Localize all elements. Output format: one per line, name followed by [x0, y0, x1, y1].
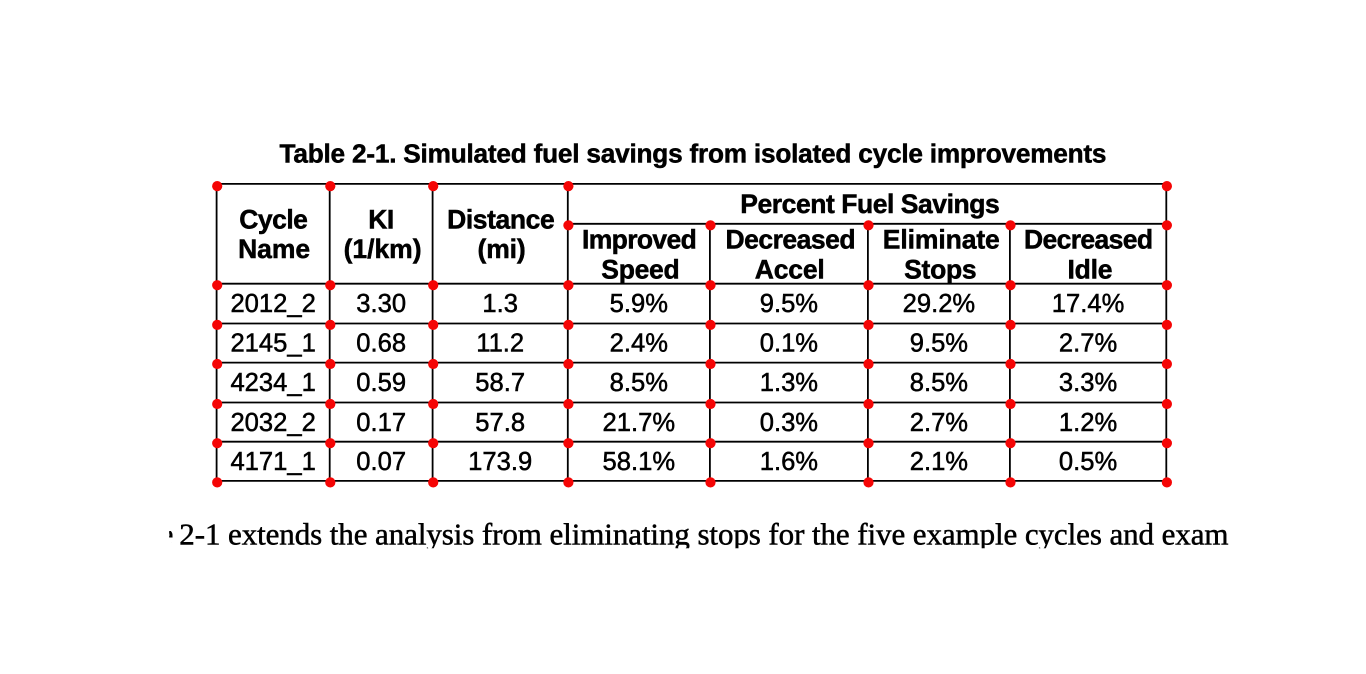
svg-text:57.8: 57.8	[475, 409, 525, 437]
svg-text:5.9%: 5.9%	[610, 290, 668, 318]
svg-text:Decreased: Decreased	[1024, 225, 1153, 255]
svg-text:2.7%: 2.7%	[1059, 330, 1117, 358]
svg-text:1.2%: 1.2%	[1059, 409, 1117, 437]
svg-text:9.5%: 9.5%	[910, 330, 968, 358]
svg-text:1.6%: 1.6%	[760, 448, 818, 476]
svg-text:21.7%: 21.7%	[603, 409, 676, 437]
svg-text:8.5%: 8.5%	[910, 369, 968, 397]
svg-text:KI: KI	[368, 205, 394, 235]
svg-text:(1/km): (1/km)	[344, 234, 422, 264]
svg-text:4234_1: 4234_1	[230, 369, 315, 397]
svg-text:3.30: 3.30	[356, 290, 406, 318]
svg-text:2032_2: 2032_2	[230, 409, 315, 437]
svg-text:Accel: Accel	[755, 254, 825, 284]
svg-text:Improved: Improved	[582, 225, 697, 255]
svg-text:3.3%: 3.3%	[1059, 369, 1117, 397]
svg-text:2012_2: 2012_2	[230, 290, 315, 318]
svg-text:173.9: 173.9	[468, 448, 532, 476]
svg-text:Decreased: Decreased	[726, 225, 856, 255]
svg-text:0.07: 0.07	[356, 448, 406, 476]
svg-text:e: e	[160, 516, 174, 551]
svg-text:0.5%: 0.5%	[1059, 448, 1117, 476]
svg-text:0.3%: 0.3%	[760, 409, 818, 437]
svg-text:2.7%: 2.7%	[910, 409, 968, 437]
svg-text:Idle: Idle	[1068, 254, 1113, 284]
svg-text:8.5%: 8.5%	[610, 369, 668, 397]
svg-text:Speed: Speed	[601, 254, 679, 284]
svg-text:Eliminate: Eliminate	[883, 225, 1000, 255]
svg-text:Percent Fuel Savings: Percent Fuel Savings	[740, 189, 999, 219]
svg-text:(mi): (mi)	[478, 234, 526, 264]
svg-text:58.1%: 58.1%	[603, 448, 676, 476]
svg-text:Name: Name	[238, 234, 310, 264]
svg-text:Table 2-1. Simulated fuel savi: Table 2-1. Simulated fuel savings from i…	[280, 139, 1107, 169]
svg-text:2-1 extends the analysis from: 2-1 extends the analysis from eliminatin…	[179, 516, 1228, 551]
svg-text:0.1%: 0.1%	[760, 330, 818, 358]
svg-text:Distance: Distance	[447, 205, 555, 235]
svg-text:9.5%: 9.5%	[760, 290, 818, 318]
svg-text:0.59: 0.59	[356, 369, 406, 397]
svg-text:11.2: 11.2	[476, 330, 524, 358]
svg-text:1.3: 1.3	[482, 290, 518, 318]
svg-text:2145_1: 2145_1	[230, 330, 315, 358]
svg-text:29.2%: 29.2%	[903, 290, 976, 318]
svg-text:2.1%: 2.1%	[910, 448, 968, 476]
svg-text:2.4%: 2.4%	[610, 330, 668, 358]
svg-text:4171_1: 4171_1	[230, 448, 315, 476]
svg-text:0.68: 0.68	[356, 330, 406, 358]
svg-text:Stops: Stops	[904, 254, 977, 284]
svg-text:17.4%: 17.4%	[1052, 290, 1125, 318]
svg-text:Cycle: Cycle	[239, 205, 308, 235]
svg-text:0.17: 0.17	[356, 409, 406, 437]
svg-text:1.3%: 1.3%	[760, 369, 818, 397]
svg-text:58.7: 58.7	[475, 369, 525, 397]
